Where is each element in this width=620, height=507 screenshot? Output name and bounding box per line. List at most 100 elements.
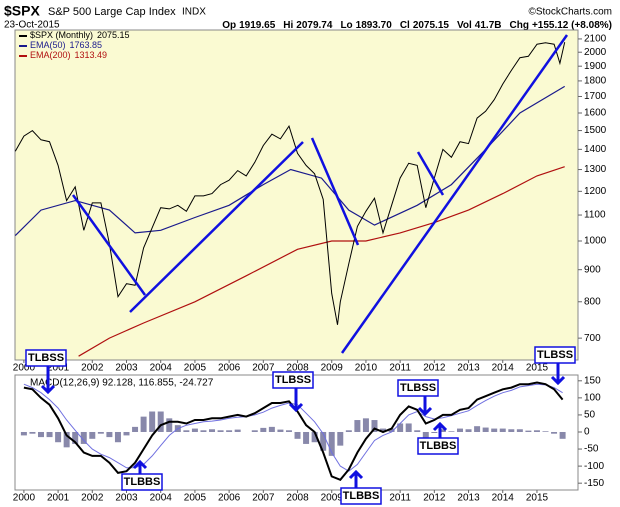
histogram-bar — [38, 431, 44, 438]
histogram-bar — [55, 431, 62, 443]
stat-label: Vol — [457, 20, 472, 31]
x-tick-label: 2002 — [81, 493, 104, 504]
source: ©StockCharts.com — [528, 7, 612, 18]
annotation-box — [121, 473, 163, 491]
x-tick-label: 2015 — [526, 493, 549, 504]
histogram-bar — [533, 430, 540, 432]
x-tick-label: 2000 — [13, 363, 36, 374]
stat-value: +155.12 (+8.08%) — [532, 20, 612, 31]
histogram-bar — [431, 431, 438, 434]
histogram-bar — [422, 431, 429, 439]
stat-label: Lo — [340, 20, 352, 31]
histogram-bar — [29, 431, 36, 434]
trend-line — [416, 151, 445, 196]
annotation-box — [25, 349, 67, 367]
x-tick-label: 2008 — [286, 493, 309, 504]
macd-title: MACD(12,26,9) 92.128, 116.855, -24.727 — [30, 378, 214, 389]
histogram-bar — [311, 431, 318, 443]
x-tick-label: 2001 — [47, 363, 70, 374]
annotation-label: TLBSS — [275, 374, 311, 386]
annotation-arrow — [417, 396, 433, 417]
y-tick-label: 1700 — [584, 91, 607, 102]
histogram-bar — [345, 430, 352, 432]
histogram-bar — [474, 426, 481, 432]
histogram-bar — [80, 431, 87, 444]
histogram-bar — [183, 430, 190, 432]
histogram-bar — [149, 411, 156, 432]
histogram-bar — [371, 420, 378, 432]
histogram-bar — [482, 427, 489, 432]
histogram-bar — [157, 411, 164, 432]
y-tick-label: -150 — [584, 478, 604, 489]
x-tick-label: 2002 — [81, 363, 104, 374]
x-tick-label: 2001 — [47, 493, 70, 504]
annotation-arrow — [288, 388, 304, 413]
histogram-bar — [362, 418, 369, 432]
annotation-label: TLBSS — [28, 352, 64, 364]
y-tick-label: 800 — [584, 296, 601, 307]
y-tick-label: 1400 — [584, 144, 607, 155]
x-tick-label: 2013 — [457, 363, 480, 374]
x-tick-label: 2013 — [457, 493, 480, 504]
annotation-box — [417, 437, 459, 455]
histogram-bar — [516, 429, 523, 432]
annotation-arrow — [40, 366, 56, 395]
legend-entry: $SPX (Monthly) 2075.15 — [30, 30, 130, 40]
stat-label: Op — [222, 20, 236, 31]
y-tick-label: 0 — [584, 427, 590, 438]
histogram-bar — [63, 431, 70, 448]
histogram-bar — [166, 418, 173, 432]
histogram-bar — [388, 428, 395, 432]
histogram-bar — [303, 431, 310, 444]
x-tick-label: 2011 — [389, 493, 411, 504]
stat-value: 2079.74 — [296, 20, 333, 31]
x-tick-label: 2014 — [492, 493, 515, 504]
histogram-bar — [525, 430, 532, 432]
legend-name: EMA(50) — [30, 40, 66, 50]
y-tick-label: 1600 — [584, 108, 607, 119]
histogram-bar — [405, 423, 412, 432]
trend-line — [71, 194, 147, 296]
trend-line — [129, 141, 304, 313]
ema-line — [78, 166, 565, 357]
y-tick-label: 1300 — [584, 164, 607, 175]
annotation-arrow — [132, 459, 148, 474]
histogram-bar — [294, 431, 301, 439]
histogram-bar — [542, 431, 549, 432]
histogram-bar — [328, 431, 335, 456]
histogram-bar — [46, 431, 53, 438]
date: 23-Oct-2015 — [4, 20, 60, 31]
x-tick-label: 2000 — [13, 493, 36, 504]
y-tick-label: -100 — [584, 461, 604, 472]
x-tick-label: 2012 — [423, 363, 446, 374]
histogram-bar — [551, 431, 558, 434]
y-tick-label: 700 — [584, 333, 601, 344]
y-tick-label: 1900 — [584, 61, 607, 72]
histogram-bar — [491, 428, 498, 432]
y-tick-label: 1500 — [584, 125, 607, 136]
histogram-bar — [20, 431, 27, 436]
histogram-bar — [508, 429, 515, 432]
histogram-bar — [97, 431, 104, 434]
histogram-bar — [559, 431, 566, 439]
histogram-bar — [140, 416, 147, 432]
histogram-bar — [465, 429, 472, 432]
ema-line — [14, 85, 566, 237]
stat-value: 1919.65 — [239, 20, 276, 31]
y-tick-label: 900 — [584, 264, 601, 275]
histogram-bar — [132, 426, 139, 432]
y-tick-label: 1800 — [584, 76, 607, 87]
y-tick-label: -50 — [584, 444, 599, 455]
legend-value: 1763.85 — [70, 40, 103, 50]
y-tick-label: 150 — [584, 375, 601, 386]
x-tick-label: 2009 — [321, 363, 344, 374]
x-tick-label: 2006 — [218, 363, 241, 374]
annotation-arrow — [432, 421, 448, 438]
annotation-box — [534, 346, 576, 364]
histogram-bar — [337, 431, 344, 446]
x-tick-label: 2004 — [150, 363, 173, 374]
stat-label: Chg — [509, 20, 528, 31]
x-tick-label: 2015 — [526, 363, 549, 374]
x-tick-label: 2003 — [115, 363, 138, 374]
